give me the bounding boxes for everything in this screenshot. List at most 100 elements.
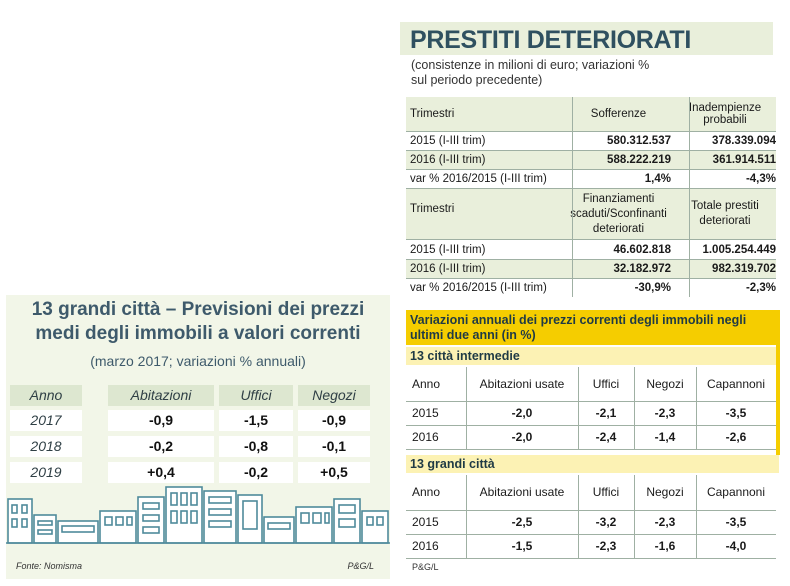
section-grandi-citta: 13 grandi città [406,455,779,473]
accent-edge [776,310,780,455]
cell-value: -3,5 [696,402,776,425]
header-negozi: Negozi [298,385,370,406]
cell-value: -2,4 [578,426,634,449]
table-row: var % 2016/2015 (I-III trim) 1,4% -4,3% [406,170,776,189]
cell-value: -1,6 [634,535,696,558]
column-divider [572,97,573,297]
cell-value: -3,5 [696,511,776,534]
header-capannoni: Capannoni [696,475,776,510]
cell-value: -2,3 [634,402,696,425]
header-trimestri: Trimestri [410,97,570,131]
forecast-title-line1: 13 grandi città – Previsioni dei prezzi [6,298,390,322]
column-divider [696,475,697,558]
row-year: 2015 [406,402,466,425]
header-trimestri: Trimestri [410,189,570,239]
cell-value: -2,6 [696,426,776,449]
npl-title: PRESTITI DETERIORATI [400,22,773,55]
cell-value: -1,4 [634,426,696,449]
header-negozi: Negozi [634,475,696,510]
header-sofferenze: Sofferenze [566,97,671,131]
table-header-row: Anno Abitazioni usate Uffici Negozi Capa… [406,475,776,511]
column-divider [578,367,579,449]
cell-value: -2,0 [466,426,578,449]
cell-value: -4,0 [696,535,776,558]
row-label: var % 2016/2015 (I-III trim) [410,279,570,297]
forecast-value: -0,9 [298,410,370,431]
header-abitazioni-usate: Abitazioni usate [466,475,578,510]
cell-value: 580.312.537 [566,132,671,150]
column-divider [634,475,635,558]
cell-value: -2,0 [466,402,578,425]
table-row: 2016 (I-III trim) 32.182.972 982.319.702 [406,260,776,279]
cell-value: -2,1 [578,402,634,425]
header-anno: Anno [10,385,82,406]
forecast-year: 2017 [10,410,82,431]
forecast-value: -0,9 [108,410,214,431]
forecast-year: 2019 [10,462,82,483]
credit-note: P&G/L [412,562,439,572]
row-year: 2015 [406,511,466,534]
cell-value: -2,5 [466,511,578,534]
cell-value: -30,9% [566,279,671,297]
cell-value: -2,3 [578,535,634,558]
column-divider [466,367,467,449]
cell-value: 1,4% [566,170,671,188]
forecast-value: -0,2 [219,462,293,483]
table-row: 2016 -1,5 -2,3 -1,6 -4,0 [406,535,776,559]
header-negozi: Negozi [634,367,696,401]
npl-subtitle-line2: sul periodo precedente) [411,73,711,88]
forecast-value: -0,2 [108,436,214,457]
table-header-row: Trimestri Sofferenze Inadempienze probab… [406,97,776,132]
row-label: var % 2016/2015 (I-III trim) [410,170,570,188]
row-year: 2016 [406,426,466,449]
row-label: 2016 (I-III trim) [410,260,570,278]
forecast-title-line2: medi degli immobili a valori correnti [6,322,390,346]
header-abitazioni: Abitazioni [108,385,214,406]
table-row: 2015 (I-III trim) 46.602.818 1.005.254.4… [406,240,776,260]
forecast-value: -0,1 [298,436,370,457]
table-header-row: Trimestri Finanziamenti scaduti/Sconfina… [406,189,776,240]
table-row: 2015 -2,0 -2,1 -2,3 -3,5 [406,402,776,426]
forecast-value: -1,5 [219,410,293,431]
price-forecast-panel: 13 grandi città – Previsioni dei prezzi … [6,295,390,579]
table-header-row: Anno Abitazioni usate Uffici Negozi Capa… [406,367,776,402]
column-divider [689,97,690,297]
header-uffici: Uffici [219,385,293,406]
source-note: Fonte: Nomisma [16,561,82,571]
city-skyline-illustration [6,485,390,545]
section-intermedie: 13 città intermedie [406,347,779,365]
header-uffici: Uffici [578,475,634,510]
header-uffici: Uffici [578,367,634,401]
forecast-title: 13 grandi città – Previsioni dei prezzi … [6,298,390,346]
cell-value: 588.222.219 [566,151,671,169]
npl-subtitle-line1: (consistenze in milioni di euro; variazi… [411,58,711,73]
row-label: 2016 (I-III trim) [410,151,570,169]
table-row: 2015 (I-III trim) 580.312.537 378.339.09… [406,132,776,151]
npl-subtitle: (consistenze in milioni di euro; variazi… [411,58,711,88]
row-label: 2015 (I-III trim) [410,240,570,259]
forecast-value: +0,4 [108,462,214,483]
table-row: 2015 -2,5 -3,2 -2,3 -3,5 [406,511,776,535]
column-divider [696,367,697,449]
table-row: 2016 (I-III trim) 588.222.219 361.914.51… [406,151,776,170]
cell-value: -3,2 [578,511,634,534]
header-capannoni: Capannoni [696,367,776,401]
row-year: 2016 [406,535,466,558]
column-divider [634,367,635,449]
table-row: 2016 -2,0 -2,4 -1,4 -2,6 [406,426,776,450]
header-finanziamenti: Finanziamenti scaduti/Sconfinanti deteri… [566,189,671,239]
credit-note: P&G/L [347,561,374,571]
column-divider [578,475,579,558]
header-abitazioni-usate: Abitazioni usate [466,367,578,401]
forecast-year: 2018 [10,436,82,457]
cell-value: -2,3 [634,511,696,534]
cell-value: 46.602.818 [566,240,671,259]
forecast-value: -0,8 [219,436,293,457]
header-anno: Anno [406,475,466,510]
table-row: var % 2016/2015 (I-III trim) -30,9% -2,3… [406,279,776,297]
column-divider [466,475,467,558]
annual-variations-title: Variazioni annuali dei prezzi correnti d… [406,310,779,345]
row-label: 2015 (I-III trim) [410,132,570,150]
cell-value: -1,5 [466,535,578,558]
forecast-value: +0,5 [298,462,370,483]
